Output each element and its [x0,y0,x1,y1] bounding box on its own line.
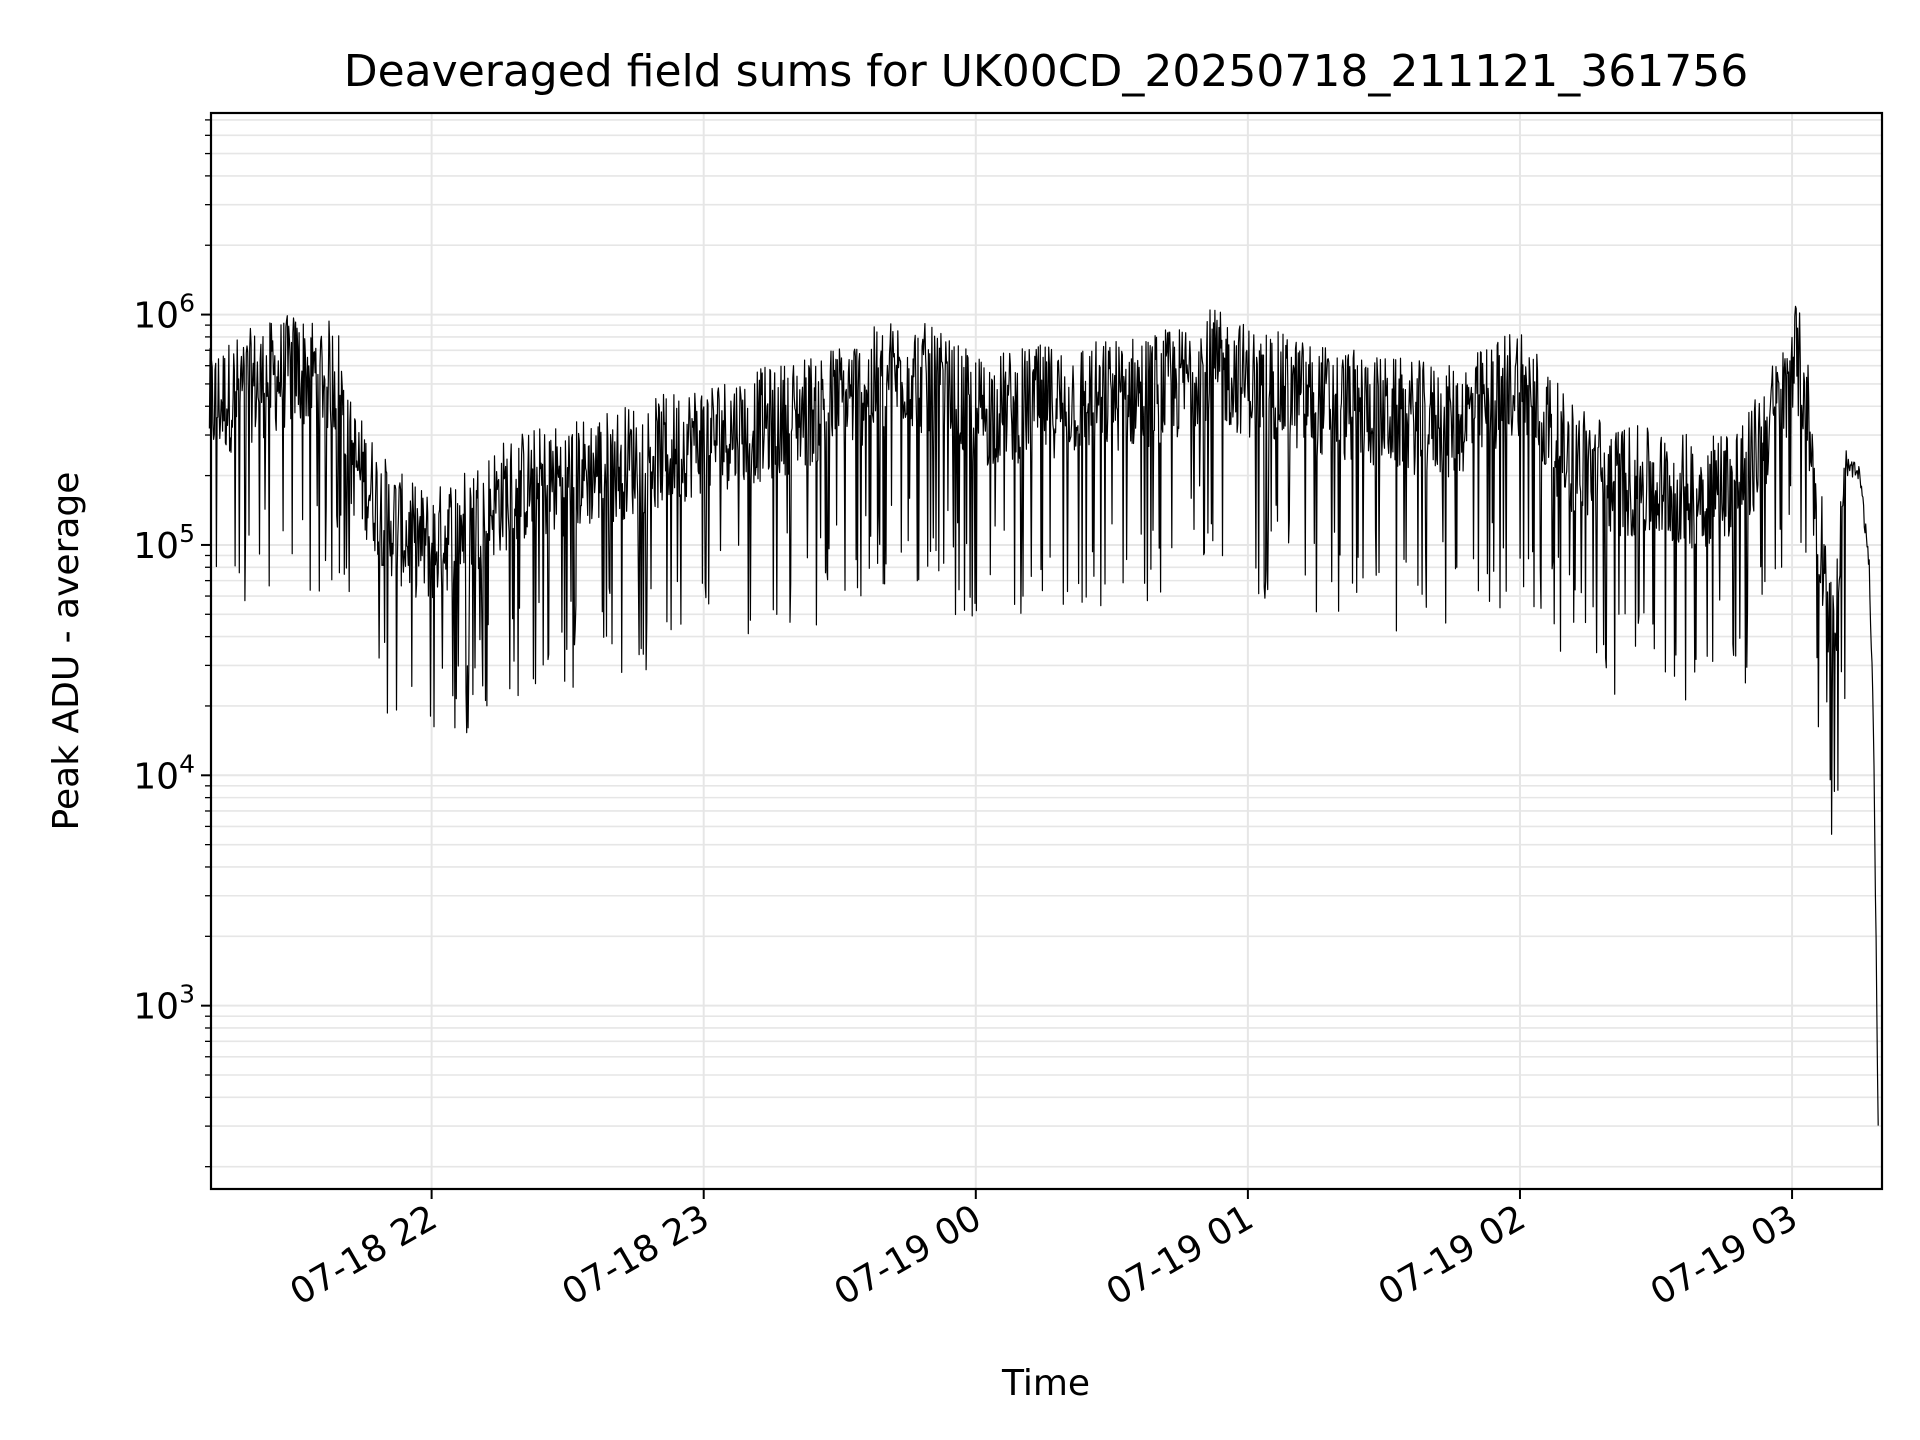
x-axis-label: Time [1001,1363,1090,1404]
series-line [208,305,1879,1126]
y-tick-label: 104 [133,749,195,797]
y-axis: 103 104 105 106 [133,119,211,1168]
y-tick-label: 105 [133,519,195,567]
grid [211,113,1882,1189]
chart-title: Deaveraged field sums for UK00CD_2025071… [344,46,1749,97]
plot-frame [209,111,1884,1191]
plot-area [208,305,1879,1126]
y-tick-label: 106 [133,289,195,337]
y-tick-label: 103 [133,980,195,1028]
y-axis-label: Peak ADU - average [46,472,87,831]
